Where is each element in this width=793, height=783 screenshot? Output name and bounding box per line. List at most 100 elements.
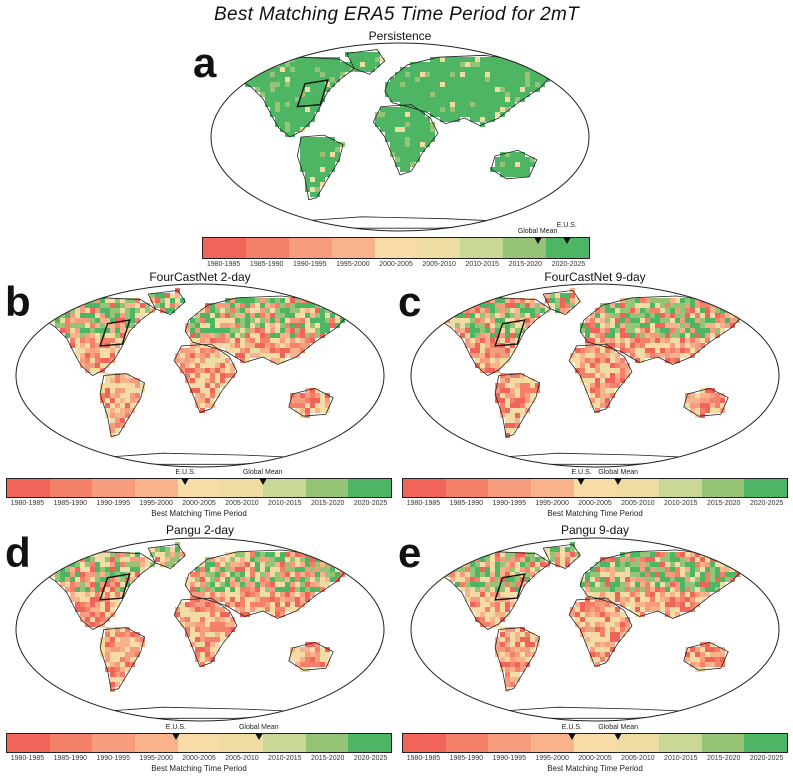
greenland-coastline [542, 289, 581, 315]
colorbar-segment [701, 479, 745, 497]
colorbar-tick-label: 2000-2005 [578, 500, 612, 507]
colorbar-segment [305, 479, 349, 497]
colorbar-tick-label: 2020-2025 [749, 755, 784, 762]
antarctica-coastline [476, 452, 721, 465]
colorbar-segment [460, 238, 504, 258]
colorbar-segments [6, 733, 392, 753]
global-mean-marker-label: Global Mean [598, 724, 639, 731]
south-america-coastline [296, 134, 344, 201]
colorbar-tick-label: 2015-2020 [508, 261, 543, 268]
australia-coastline [288, 641, 334, 671]
colorbar-tick-label: 2015-2020 [706, 500, 741, 507]
colorbar-segment [488, 734, 532, 752]
colorbar-segment [305, 734, 349, 752]
colorbar-tick-label: 2010-2015 [268, 500, 302, 507]
eastern-us-box [99, 319, 131, 347]
global-mean-marker [614, 733, 623, 740]
colorbar-tick-label: 1995-2000 [535, 500, 569, 507]
north-america-coastline [438, 551, 552, 630]
africa-coastline [173, 343, 238, 413]
world-map-a [210, 42, 590, 232]
colorbar-tick-label: 2015-2020 [310, 755, 345, 762]
colorbar-segment [659, 479, 702, 497]
map-outline [210, 42, 590, 232]
colorbar-axis-label: Best Matching Time Period [547, 509, 643, 518]
colorbar-segment [403, 479, 446, 497]
colorbar-tick-label: 1995-2000 [139, 755, 173, 762]
eastern-us-box [494, 319, 526, 347]
panel-letter-b: b [5, 278, 31, 325]
global-mean-marker [258, 478, 267, 485]
colorbar-segment [701, 734, 745, 752]
antarctica-coastline [81, 706, 326, 719]
colorbar-segment [403, 734, 446, 752]
south-america-coastline [494, 373, 540, 437]
global-mean-marker [254, 733, 263, 740]
panel-letter-a: a [193, 39, 217, 86]
colorbar-segment [49, 479, 93, 497]
eus-marker-label: E.U.S. [561, 724, 582, 731]
colorbar-segments [402, 733, 788, 753]
colorbar-d: 1980-1985 1985-1990 1990-1995 1995-2000 2000… [6, 724, 392, 773]
colorbar-tick-label: 1985-1990 [449, 755, 484, 762]
colorbar-segments [402, 478, 788, 498]
north-america-coastline [43, 297, 157, 376]
colorbar-axis-label: Best Matching Time Period [151, 509, 247, 518]
colorbar-segment [744, 734, 788, 752]
colorbar-segment [573, 734, 617, 752]
colorbar-tick-label: 2000-2005 [379, 261, 413, 268]
colorbar-segment [659, 734, 702, 752]
africa-coastline [568, 343, 633, 413]
world-map-d [15, 537, 385, 722]
eus-marker [171, 733, 180, 740]
north-america-coastline [438, 297, 552, 376]
colorbar-segment [7, 734, 50, 752]
colorbar-segment [744, 479, 788, 497]
colorbar-tick-label: 1995-2000 [139, 500, 173, 507]
colorbar-segment [135, 734, 178, 752]
colorbar-c: 1980-1985 1985-1990 1990-1995 1995-2000 2000… [402, 469, 788, 518]
panel-title-b: FourCastNet 2-day [149, 270, 251, 284]
figure-title: Best Matching ERA5 Time Period for 2mT [214, 4, 579, 25]
colorbar-segment [263, 734, 306, 752]
colorbar-segments [6, 478, 392, 498]
australia-coastline [683, 387, 729, 417]
africa-coastline [568, 597, 633, 667]
colorbar-tick-label: 2020-2025 [749, 500, 784, 507]
eastern-us-box [494, 573, 526, 601]
land-mask [45, 288, 350, 438]
colorbar-tick-label: 2010-2015 [465, 261, 499, 268]
north-america-coastline [239, 56, 356, 138]
colorbar-tick-label: 1985-1990 [249, 261, 284, 268]
colorbar-tick-label: 1990-1995 [96, 500, 130, 507]
land-mask [440, 542, 745, 692]
south-america-coastline [494, 627, 540, 691]
colorbar-a: 1980-1985 1985-1990 1990-1995 1995-2000 2000… [202, 222, 590, 268]
colorbar-segments [202, 237, 590, 259]
colorbar-segment [177, 734, 221, 752]
eastern-us-box [99, 573, 131, 601]
africa-coastline [173, 597, 238, 667]
colorbar-segment [92, 479, 136, 497]
land-mask [240, 52, 555, 197]
colorbar-tick-label: 1980-1985 [10, 755, 45, 762]
eus-marker [567, 733, 576, 740]
colorbar-tick-labels: 1980-1985 1985-1990 1990-1995 1995-2000 2000… [402, 500, 788, 507]
panel-letter-c: c [398, 278, 422, 325]
colorbar-segment [374, 238, 418, 258]
colorbar-tick-label: 2000-2005 [182, 500, 216, 507]
world-map-c [410, 283, 780, 468]
colorbar-tick-label: 1990-1995 [492, 500, 526, 507]
colorbar-tick-label: 2005-2010 [225, 500, 259, 507]
north-america-coastline [43, 551, 157, 630]
antarctica-coastline [278, 216, 530, 229]
australia-coastline [683, 641, 729, 671]
colorbar-tick-label: 1985-1990 [53, 500, 88, 507]
panel-title-e: Pangu 9-day [560, 523, 630, 537]
colorbar-tick-label: 2005-2010 [621, 755, 655, 762]
south-america-coastline [99, 373, 145, 437]
global-mean-marker-label: Global Mean [238, 724, 279, 731]
australia-coastline [490, 149, 538, 180]
colorbar-e: 1980-1985 1985-1990 1990-1995 1995-2000 2000… [402, 724, 788, 773]
colorbar-b: 1980-1985 1985-1990 1990-1995 1995-2000 2000… [6, 469, 392, 518]
